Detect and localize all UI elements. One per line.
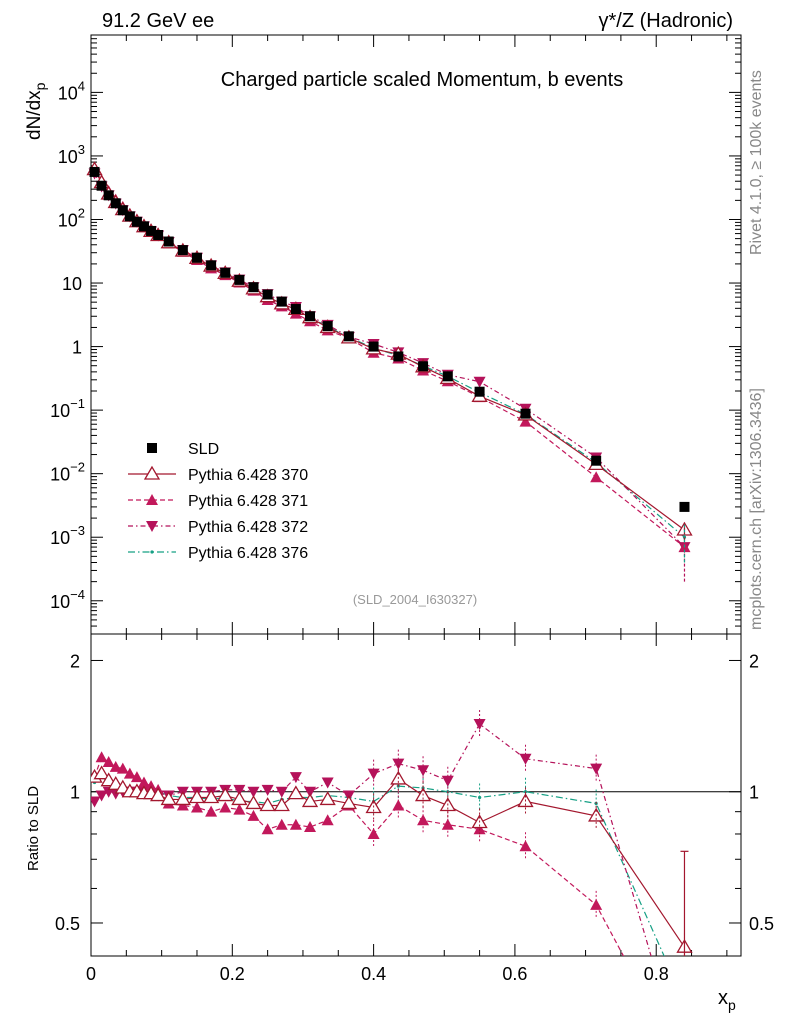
data-point-p372 <box>322 777 334 788</box>
analysis-tag: (SLD_2004_I630327) <box>353 592 477 607</box>
legend-label: Pythia 6.428 371 <box>188 493 308 510</box>
data-point-p372 <box>590 764 602 775</box>
data-point-p371 <box>248 810 260 821</box>
data-point-p372 <box>392 759 404 770</box>
y-tick-label: 103 <box>58 142 85 167</box>
data-point-sld <box>206 260 216 270</box>
ratio-y-tick-label: 1 <box>70 783 80 803</box>
data-point-sld <box>443 371 453 381</box>
data-point-p372 <box>262 785 274 796</box>
data-point-p371 <box>205 806 217 817</box>
legend-label: Pythia 6.428 372 <box>188 519 308 536</box>
y-axis-title-sub: p <box>32 82 48 90</box>
data-point-sld <box>277 297 287 307</box>
data-point-sld <box>475 387 485 397</box>
x-axis-title: xp <box>718 987 736 1013</box>
series-line-p372 <box>95 173 685 547</box>
svg-text:Ratio to SLD: Ratio to SLD <box>25 786 42 871</box>
data-point-p372 <box>89 796 101 807</box>
y-tick-label: 10−1 <box>50 396 85 421</box>
y-tick-label: 10−2 <box>50 460 85 485</box>
series-line-p371 <box>95 170 685 547</box>
data-point-p372 <box>290 772 302 783</box>
ratio-y-tick-label: 2 <box>70 651 80 671</box>
data-point-p372 <box>474 377 486 388</box>
data-point-sld <box>178 245 188 255</box>
data-point-sld <box>291 304 301 314</box>
data-point-p371 <box>276 819 288 830</box>
x-axis-title-sub: p <box>728 997 736 1013</box>
data-point-sld <box>323 321 333 331</box>
y-axis-title-ratio: Ratio to SLD <box>25 786 42 871</box>
y-axis-title-main: dN/dxp <box>24 82 48 140</box>
y-tick-label: 10−4 <box>50 587 85 612</box>
data-point-p372 <box>474 719 486 730</box>
data-point-sld <box>234 275 244 285</box>
rivet-label: Rivet 4.1.0, ≥ 100k events <box>748 70 765 255</box>
y-tick-label: 10 <box>62 274 82 294</box>
data-point-p372 <box>417 765 429 776</box>
svg-text:dN/dxp: dN/dxp <box>24 82 48 140</box>
data-point-p371 <box>322 814 334 825</box>
data-point-p370 <box>145 467 159 479</box>
ratio-series-group <box>88 710 692 1024</box>
data-point-sld <box>192 253 202 263</box>
data-point-sld <box>90 167 100 177</box>
energy-label: 91.2 GeV ee <box>102 10 214 32</box>
chart-canvas: 91.2 GeV ee γ*/Z (Hadronic) Charged part… <box>0 0 786 1024</box>
data-point-sld <box>249 282 259 292</box>
data-point-sld <box>369 342 379 352</box>
ratio-y-tick-label: 0.5 <box>55 914 80 934</box>
ratio-plot-frame <box>91 634 741 956</box>
data-point-p371 <box>262 823 274 834</box>
data-point-p370 <box>321 792 335 804</box>
data-point-sld <box>679 502 689 512</box>
x-tick-label: 0.8 <box>644 964 669 984</box>
process-label: γ*/Z (Hadronic) <box>599 10 733 32</box>
ratio-y-tick-label-right: 1 <box>749 783 759 803</box>
svg-text:mcplots.cern.ch [arXiv:1306.34: mcplots.cern.ch [arXiv:1306.3436] <box>748 388 765 630</box>
data-point-sld <box>393 351 403 361</box>
data-point-sld <box>153 230 163 240</box>
svg-text:Rivet 4.1.0, ≥ 100k events: Rivet 4.1.0, ≥ 100k events <box>748 70 765 255</box>
y-tick-label: 102 <box>58 205 85 230</box>
y-tick-label: 104 <box>58 78 85 103</box>
data-point-p371 <box>590 471 602 482</box>
series-line-p376 <box>95 170 685 537</box>
data-point-sld <box>220 268 230 278</box>
x-tick-label: 0.4 <box>361 964 386 984</box>
plot-title: Charged particle scaled Momentum, b even… <box>221 69 623 91</box>
data-point-p376 <box>150 550 153 553</box>
data-point-sld <box>305 311 315 321</box>
legend-label: Pythia 6.428 376 <box>188 545 308 562</box>
data-point-sld <box>418 361 428 371</box>
y-tick-label: 1 <box>72 338 82 358</box>
data-point-sld <box>164 237 174 247</box>
legend-label: Pythia 6.428 370 <box>188 467 308 484</box>
x-tick-label: 0 <box>86 964 96 984</box>
data-point-sld <box>147 443 157 453</box>
x-tick-label: 0.6 <box>502 964 527 984</box>
legend-label: SLD <box>188 441 219 458</box>
ratio-y-tick-label-right: 2 <box>749 651 759 671</box>
y-tick-label: 10−3 <box>50 523 85 548</box>
mcplots-label: mcplots.cern.ch [arXiv:1306.3436] <box>748 388 765 630</box>
data-point-sld <box>521 409 531 419</box>
data-point-sld <box>97 181 107 191</box>
data-point-p371 <box>219 802 231 813</box>
x-tick-label: 0.2 <box>220 964 245 984</box>
data-point-p371 <box>96 751 108 762</box>
data-point-sld <box>591 456 601 466</box>
data-point-p372 <box>442 776 454 787</box>
ratio-y-tick-label-right: 0.5 <box>749 914 774 934</box>
data-point-sld <box>344 331 354 341</box>
data-point-sld <box>263 290 273 300</box>
data-point-p370 <box>289 787 303 799</box>
